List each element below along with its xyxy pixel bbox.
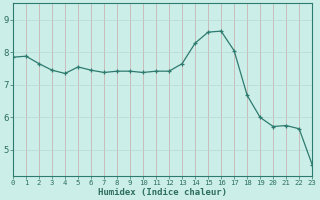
X-axis label: Humidex (Indice chaleur): Humidex (Indice chaleur) [98, 188, 227, 197]
